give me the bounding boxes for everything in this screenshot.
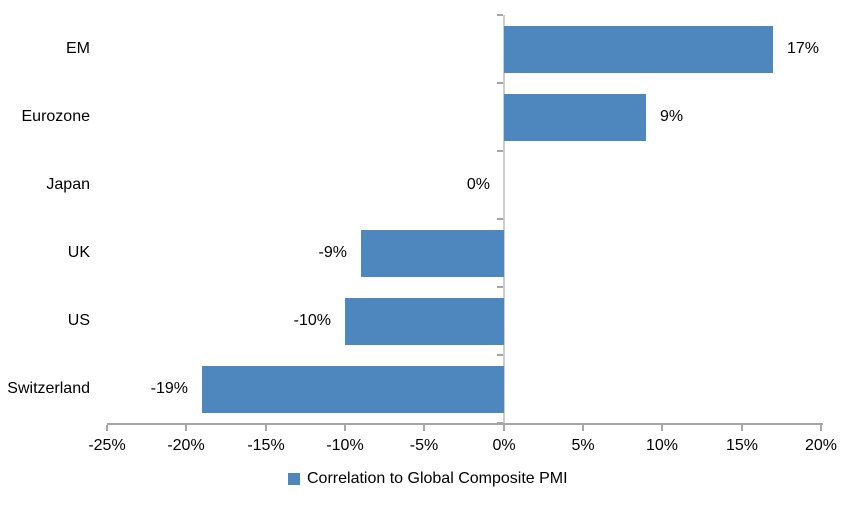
category-axis-tick [497, 82, 503, 84]
category-label-uk: UK [67, 244, 90, 261]
x-axis-tick [423, 425, 425, 431]
value-label-uk: -9% [318, 244, 347, 261]
bar-uk [361, 230, 504, 277]
x-tick-label: 5% [571, 437, 595, 454]
x-tick-label: 15% [725, 437, 759, 454]
bar-eurozone [504, 94, 646, 141]
bar-em [504, 26, 773, 73]
x-axis-line [107, 423, 823, 425]
zero-axis-line [503, 15, 505, 423]
x-axis-tick [344, 425, 346, 431]
x-axis-tick [661, 425, 663, 431]
value-label-em: 17% [787, 40, 820, 57]
legend-label: Correlation to Global Composite PMI [307, 470, 568, 487]
bar-switzerland [202, 366, 504, 413]
category-label-us: US [67, 312, 90, 329]
x-axis-tick [582, 425, 584, 431]
value-label-eurozone: 9% [660, 108, 684, 125]
x-axis-tick [106, 425, 108, 431]
x-axis-tick [265, 425, 267, 431]
x-tick-label: -15% [247, 437, 285, 454]
x-tick-label: -10% [326, 437, 364, 454]
value-label-us: -10% [293, 312, 331, 329]
x-tick-label: 0% [492, 437, 516, 454]
x-axis-tick [185, 425, 187, 431]
x-axis-tick [503, 425, 505, 431]
x-tick-label: 20% [804, 437, 838, 454]
x-tick-label: 10% [645, 437, 679, 454]
category-label-eurozone: Eurozone [21, 108, 91, 125]
x-tick-label: -20% [167, 437, 205, 454]
bar-us [345, 298, 504, 345]
x-tick-label: -5% [409, 437, 439, 454]
category-axis-tick [497, 286, 503, 288]
x-axis-tick [820, 425, 822, 431]
category-axis-tick [497, 354, 503, 356]
category-axis-tick [497, 150, 503, 152]
x-tick-label: -25% [88, 437, 126, 454]
legend: Correlation to Global Composite PMI [288, 470, 568, 488]
category-label-em: EM [66, 40, 90, 57]
category-axis-tick [497, 218, 503, 220]
category-label-switzerland: Switzerland [7, 380, 90, 397]
category-label-japan: Japan [46, 176, 90, 193]
value-label-japan: 0% [466, 176, 490, 193]
value-label-switzerland: -19% [150, 380, 188, 397]
x-axis-tick [741, 425, 743, 431]
legend-swatch-icon [288, 473, 300, 485]
category-axis-tick [497, 14, 503, 16]
